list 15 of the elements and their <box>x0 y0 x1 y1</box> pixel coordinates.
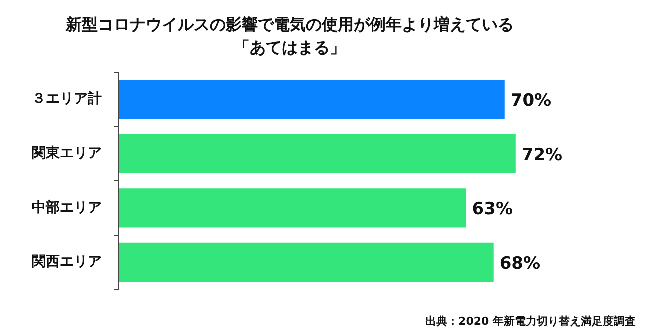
bar <box>119 80 505 120</box>
bar <box>119 134 516 174</box>
data-label: 72% <box>522 145 563 166</box>
y-tick-label: ３エリア計 <box>32 91 102 108</box>
source-note: 出典：2020 年新電力切り替え満足度調査 <box>426 314 636 329</box>
chart-title: 新型コロナウイルスの影響で電気の使用が例年より増えている <box>65 14 514 34</box>
y-tick-label: 関西エリア <box>32 254 102 270</box>
data-label: 70% <box>510 90 552 111</box>
y-tick-label: 中部エリア <box>32 198 102 216</box>
data-label: 63% <box>472 200 513 220</box>
bar <box>119 242 494 282</box>
bar <box>119 188 466 228</box>
data-label: 68% <box>500 254 541 274</box>
y-tick-label: 関東エリア <box>32 145 102 162</box>
chart-subtitle: 「あてはまる」 <box>234 38 346 57</box>
